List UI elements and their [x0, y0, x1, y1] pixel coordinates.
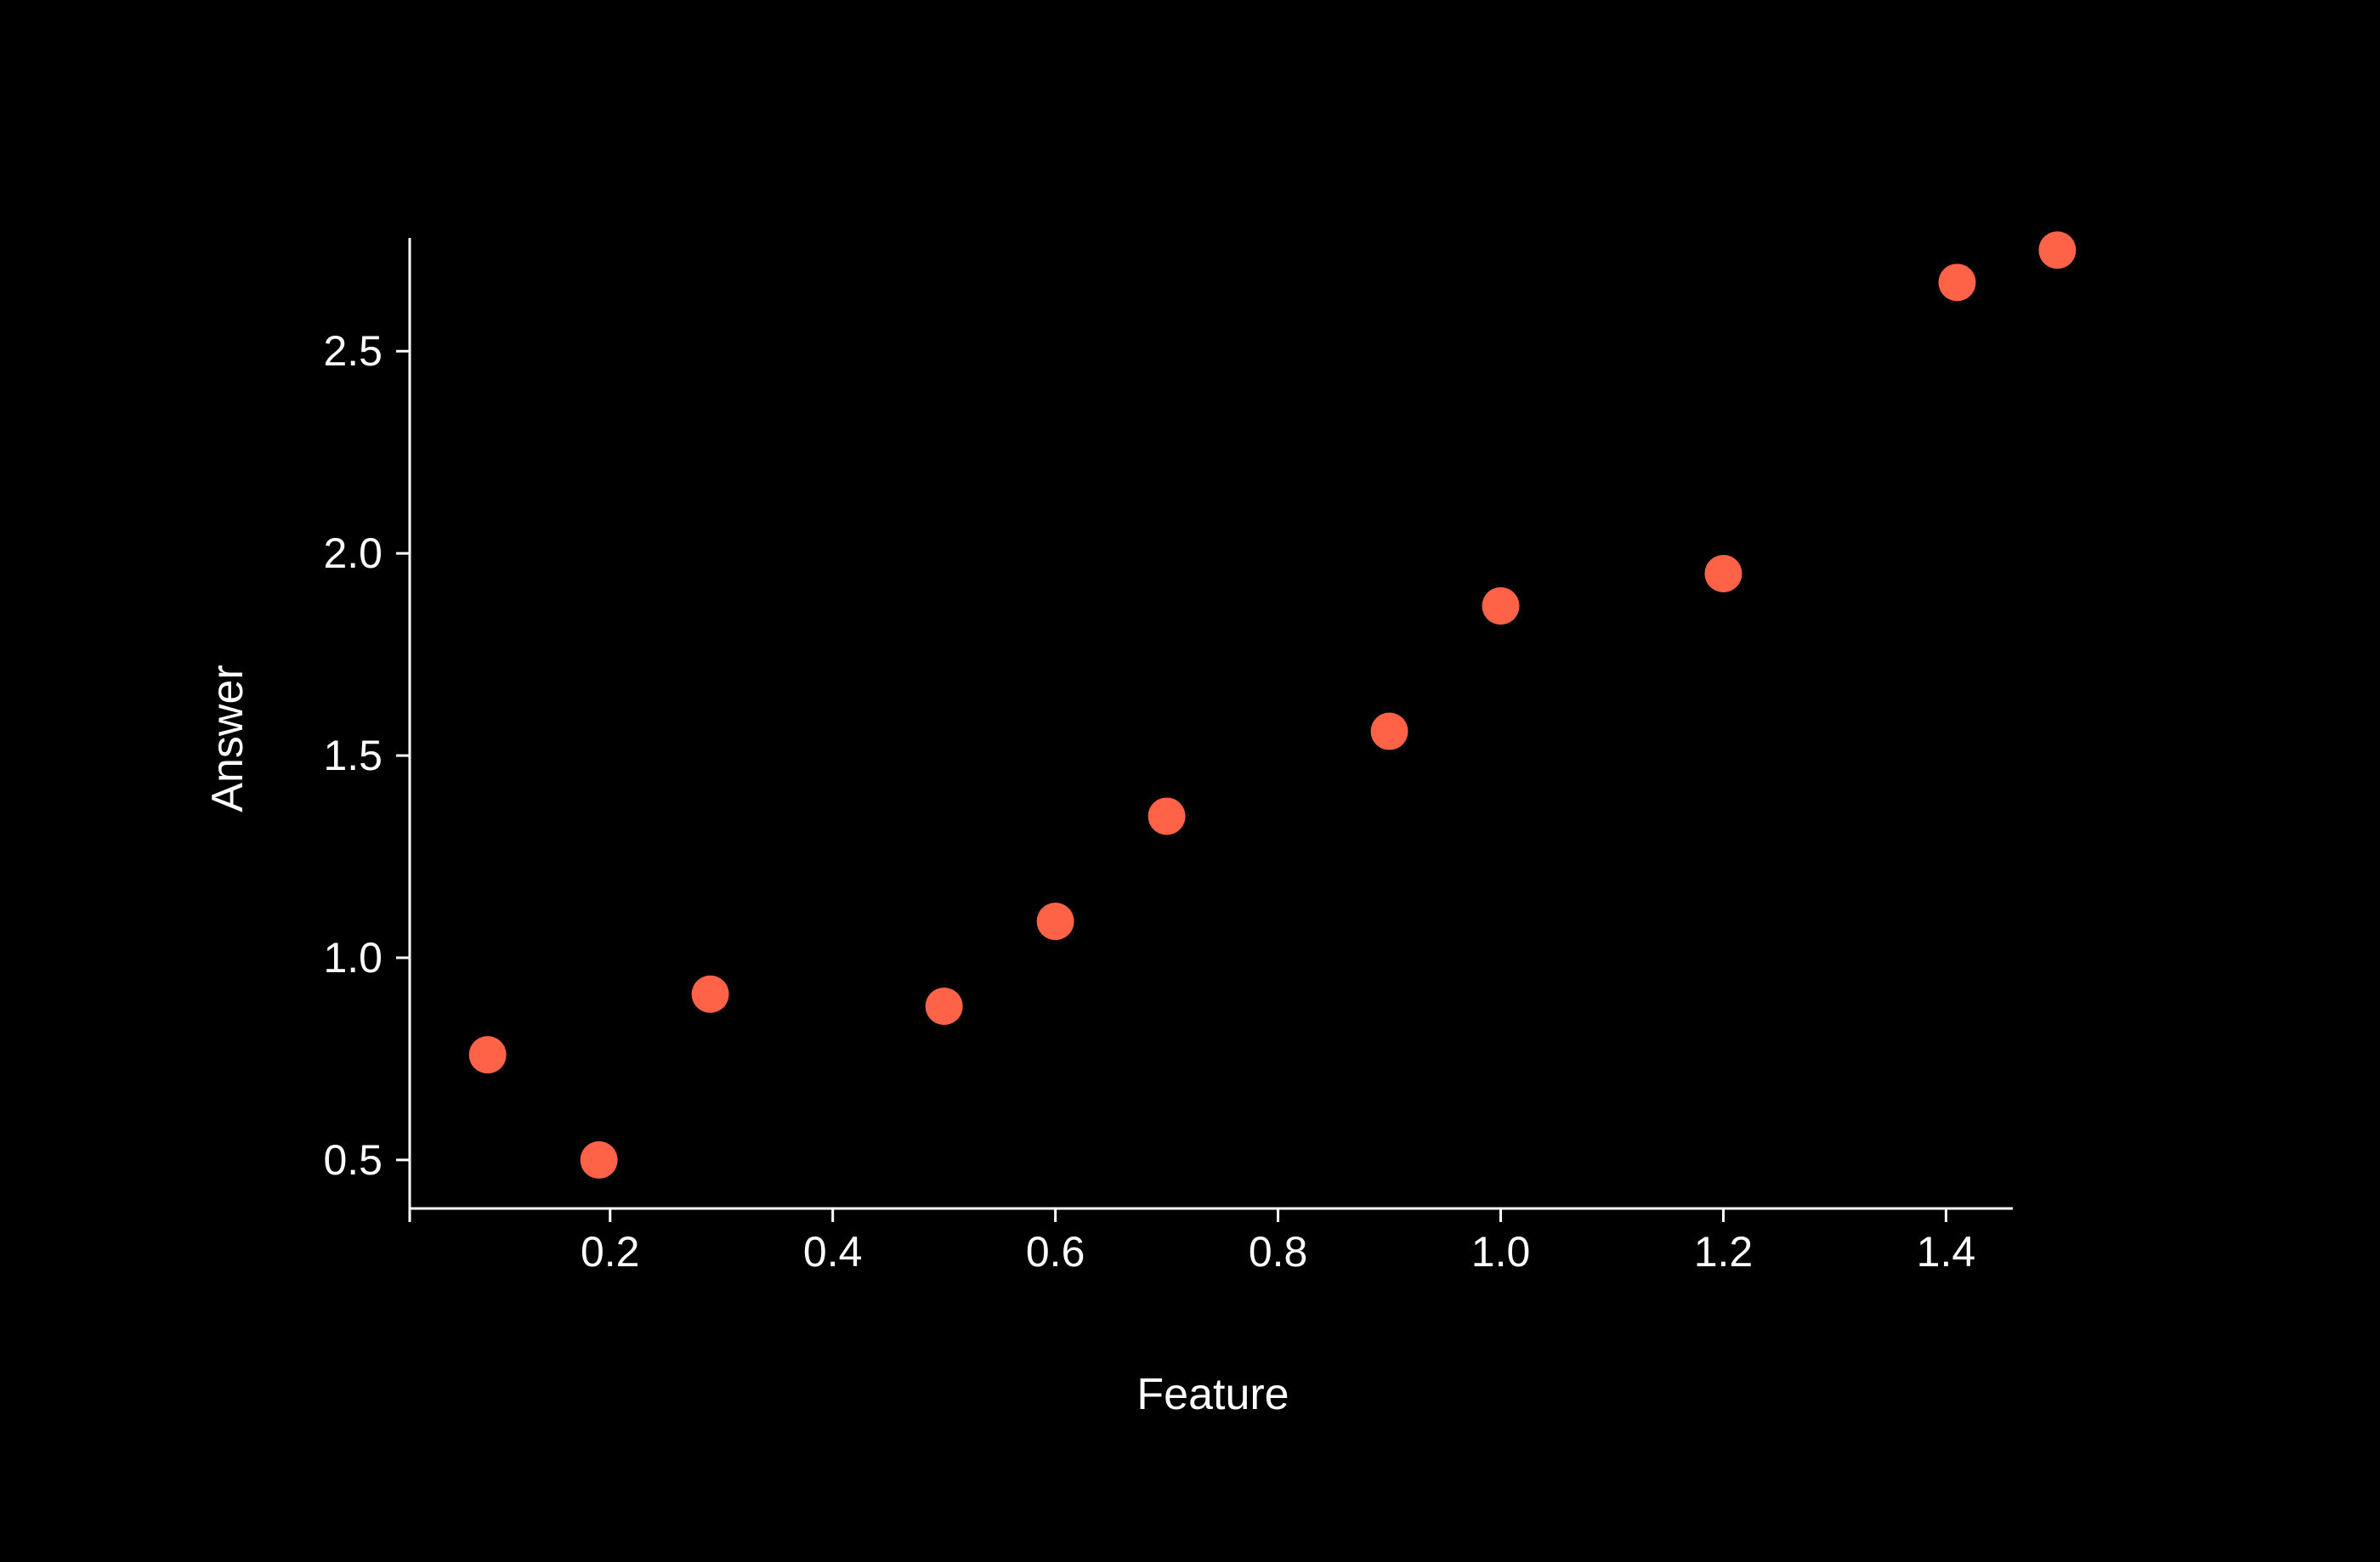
x-axis-title: Feature: [1136, 1370, 1289, 1419]
data-point: [1482, 587, 1520, 625]
data-point: [1036, 903, 1074, 941]
data-point: [468, 1036, 507, 1074]
x-axis-ticks: 0.2 0.4 0.6 0.8 1.0 1.2 1.4: [408, 1208, 1976, 1276]
x-tick-label: 0.8: [1249, 1228, 1308, 1276]
x-tick-label: 0.4: [803, 1228, 863, 1276]
data-point: [1148, 797, 1186, 835]
x-tick-label: 1.0: [1471, 1228, 1531, 1276]
x-tick-label: 0.2: [581, 1228, 640, 1276]
x-tick-label: 1.2: [1694, 1228, 1754, 1276]
data-point: [1704, 554, 1742, 592]
data-point: [580, 1140, 618, 1179]
data-point: [691, 975, 729, 1013]
y-tick-label: 0.5: [323, 1136, 382, 1184]
y-tick-label: 2.5: [323, 327, 382, 375]
y-axis-title: Answer: [203, 665, 252, 812]
y-tick-label: 1.0: [323, 934, 382, 982]
y-tick-label: 2.0: [323, 529, 382, 577]
y-tick-label: 1.5: [323, 732, 382, 779]
y-axis-ticks: 0.5 1.0 1.5 2.0 2.5: [323, 327, 410, 1184]
data-point: [1370, 712, 1408, 750]
axes: [408, 238, 2013, 1210]
data-point: [1938, 263, 1976, 302]
data-points: [468, 231, 2077, 1179]
x-tick-label: 0.6: [1026, 1228, 1085, 1276]
data-point: [2038, 231, 2077, 269]
x-tick-label: 1.4: [1917, 1228, 1976, 1276]
data-point: [925, 988, 963, 1026]
